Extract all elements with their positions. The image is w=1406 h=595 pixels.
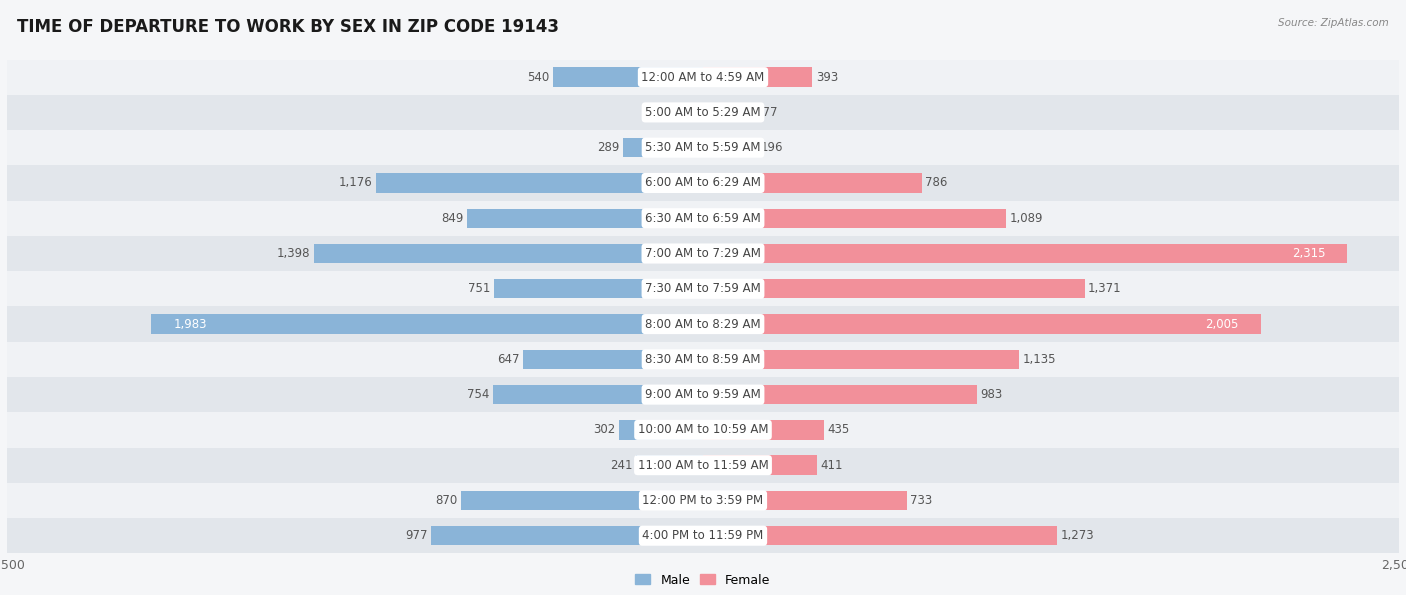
Bar	[461, 491, 703, 510]
Text: 302: 302	[593, 424, 616, 436]
Text: 393: 393	[815, 71, 838, 84]
Bar	[703, 103, 752, 122]
Bar	[7, 518, 1399, 553]
Text: 1,176: 1,176	[339, 177, 373, 189]
Bar	[703, 173, 922, 193]
Bar	[623, 138, 703, 158]
Bar	[7, 201, 1399, 236]
Bar	[703, 208, 1007, 228]
Text: 1,089: 1,089	[1010, 212, 1043, 225]
Text: 435: 435	[828, 424, 849, 436]
Bar	[7, 95, 1399, 130]
Text: 1,273: 1,273	[1060, 529, 1094, 542]
Text: 7:00 AM to 7:29 AM: 7:00 AM to 7:29 AM	[645, 247, 761, 260]
Text: 1,371: 1,371	[1088, 282, 1122, 295]
Bar	[7, 165, 1399, 201]
Bar	[681, 103, 703, 122]
Text: 751: 751	[468, 282, 491, 295]
Text: 1,983: 1,983	[173, 318, 207, 331]
Bar	[703, 314, 1261, 334]
Bar	[703, 244, 1347, 263]
Bar	[703, 455, 817, 475]
Text: 2,005: 2,005	[1205, 318, 1239, 331]
Bar	[7, 483, 1399, 518]
Bar	[7, 447, 1399, 483]
Bar	[150, 314, 703, 334]
Bar	[703, 67, 813, 87]
Text: 12:00 AM to 4:59 AM: 12:00 AM to 4:59 AM	[641, 71, 765, 84]
Bar	[7, 60, 1399, 95]
Bar	[494, 385, 703, 405]
Text: 10:00 AM to 10:59 AM: 10:00 AM to 10:59 AM	[638, 424, 768, 436]
Text: 9:00 AM to 9:59 AM: 9:00 AM to 9:59 AM	[645, 388, 761, 401]
Bar	[375, 173, 703, 193]
Text: Source: ZipAtlas.com: Source: ZipAtlas.com	[1278, 18, 1389, 28]
Text: 2,315: 2,315	[1292, 247, 1326, 260]
Text: 6:30 AM to 6:59 AM: 6:30 AM to 6:59 AM	[645, 212, 761, 225]
Text: 79: 79	[662, 106, 678, 119]
Bar	[703, 138, 758, 158]
Text: 241: 241	[610, 459, 633, 472]
Text: TIME OF DEPARTURE TO WORK BY SEX IN ZIP CODE 19143: TIME OF DEPARTURE TO WORK BY SEX IN ZIP …	[17, 18, 558, 36]
Bar	[703, 350, 1019, 369]
Bar	[494, 279, 703, 299]
Bar	[467, 208, 703, 228]
Bar	[703, 526, 1057, 546]
Legend: Male, Female: Male, Female	[630, 569, 776, 591]
Bar	[7, 377, 1399, 412]
Text: 983: 983	[980, 388, 1002, 401]
Bar	[703, 279, 1084, 299]
Bar	[703, 491, 907, 510]
Text: 540: 540	[527, 71, 550, 84]
Text: 733: 733	[911, 494, 932, 507]
Bar	[703, 385, 977, 405]
Bar	[523, 350, 703, 369]
Text: 11:00 AM to 11:59 AM: 11:00 AM to 11:59 AM	[638, 459, 768, 472]
Text: 12:00 PM to 3:59 PM: 12:00 PM to 3:59 PM	[643, 494, 763, 507]
Bar	[7, 130, 1399, 165]
Text: 6:00 AM to 6:29 AM: 6:00 AM to 6:29 AM	[645, 177, 761, 189]
Text: 1,398: 1,398	[277, 247, 311, 260]
Bar	[7, 271, 1399, 306]
Bar	[636, 455, 703, 475]
Text: 754: 754	[467, 388, 489, 401]
Bar	[7, 342, 1399, 377]
Text: 8:00 AM to 8:29 AM: 8:00 AM to 8:29 AM	[645, 318, 761, 331]
Bar	[553, 67, 703, 87]
Text: 289: 289	[596, 141, 619, 154]
Text: 1,135: 1,135	[1022, 353, 1056, 366]
Text: 5:30 AM to 5:59 AM: 5:30 AM to 5:59 AM	[645, 141, 761, 154]
Bar	[314, 244, 703, 263]
Bar	[703, 420, 824, 440]
Text: 177: 177	[755, 106, 778, 119]
Text: 4:00 PM to 11:59 PM: 4:00 PM to 11:59 PM	[643, 529, 763, 542]
Text: 7:30 AM to 7:59 AM: 7:30 AM to 7:59 AM	[645, 282, 761, 295]
Text: 849: 849	[441, 212, 464, 225]
Bar	[7, 306, 1399, 342]
Text: 196: 196	[761, 141, 783, 154]
Bar	[432, 526, 703, 546]
Text: 870: 870	[436, 494, 457, 507]
Bar	[619, 420, 703, 440]
Text: 647: 647	[498, 353, 520, 366]
Text: 8:30 AM to 8:59 AM: 8:30 AM to 8:59 AM	[645, 353, 761, 366]
Bar	[7, 236, 1399, 271]
Text: 411: 411	[821, 459, 844, 472]
Text: 786: 786	[925, 177, 948, 189]
Bar	[7, 412, 1399, 447]
Text: 5:00 AM to 5:29 AM: 5:00 AM to 5:29 AM	[645, 106, 761, 119]
Text: 977: 977	[405, 529, 427, 542]
